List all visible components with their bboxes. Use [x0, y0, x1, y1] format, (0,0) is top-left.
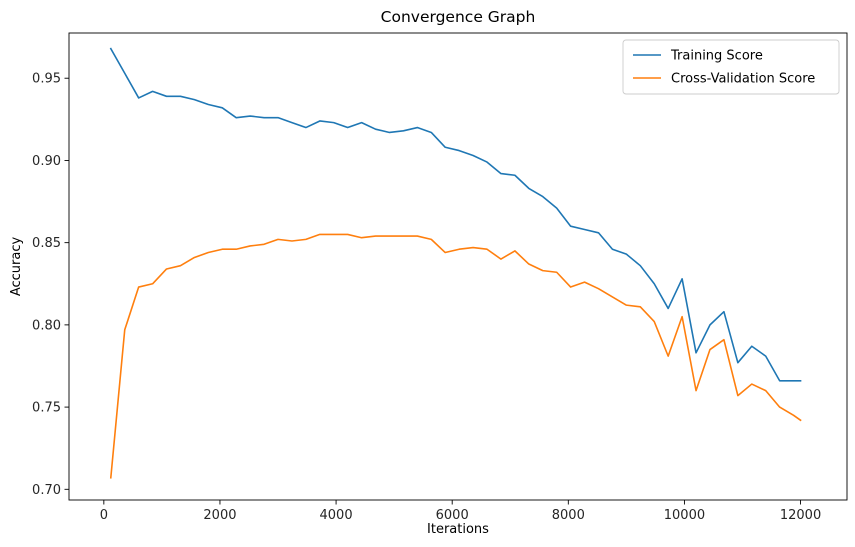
- legend-label: Training Score: [670, 49, 763, 64]
- series-line-training-score: [109, 47, 802, 382]
- legend: Training Score Cross-Validation Score: [622, 39, 840, 95]
- x-tick-label: 4000: [320, 508, 353, 523]
- x-tick-label: 0: [100, 508, 108, 523]
- x-tick-label: 10000: [664, 508, 705, 523]
- y-tick-label: 0.75: [32, 401, 61, 416]
- x-axis: 0 2000 4000 6000 8000 10000 12000: [100, 500, 821, 523]
- y-tick-label: 0.95: [32, 72, 61, 87]
- y-axis: 0.70 0.75 0.80 0.85 0.90 0.95: [32, 72, 69, 498]
- plot-frame: [68, 32, 848, 501]
- x-tick-label: 8000: [552, 508, 585, 523]
- y-tick-label: 0.90: [32, 154, 61, 169]
- x-axis-title: Iterations: [427, 522, 489, 537]
- y-tick-label: 0.70: [32, 483, 61, 498]
- x-tick-label: 12000: [780, 508, 821, 523]
- series-line-cross-validation-score: [109, 233, 802, 479]
- y-tick-label: 0.80: [32, 318, 61, 333]
- x-tick-label: 2000: [203, 508, 236, 523]
- legend-box: [622, 39, 840, 95]
- plot-background: [69, 33, 847, 500]
- y-tick-label: 0.85: [32, 236, 61, 251]
- series-layer: [109, 47, 802, 479]
- x-tick-label: 6000: [436, 508, 469, 523]
- legend-label: Cross-Validation Score: [671, 72, 815, 87]
- chart-title: Convergence Graph: [381, 8, 536, 26]
- y-axis-title: Accuracy: [9, 237, 24, 297]
- plot-area: [68, 32, 848, 501]
